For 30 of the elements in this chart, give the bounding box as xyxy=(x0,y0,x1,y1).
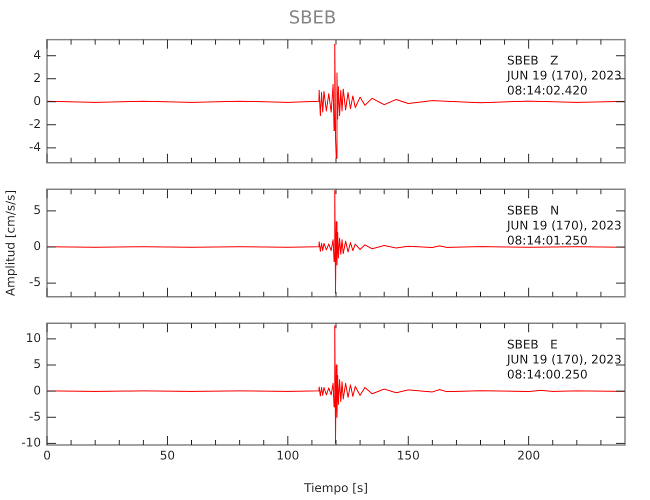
y-tick-label: -4 xyxy=(29,140,41,154)
y-tick-label: -2 xyxy=(29,116,41,131)
y-tick-label: 0 xyxy=(33,383,41,398)
y-tick-label: 4 xyxy=(33,48,41,62)
annotation: 08:14:02.420 xyxy=(507,84,588,98)
y-tick-label: 5 xyxy=(33,202,41,217)
x-tick-label: 100 xyxy=(276,448,300,462)
x-tick-label: 150 xyxy=(396,448,420,462)
y-tick-label: 10 xyxy=(26,331,41,346)
annotation: 08:14:00.250 xyxy=(507,367,588,382)
annotation: SBEB Z xyxy=(507,54,558,68)
y-tick-label: -10 xyxy=(21,436,41,450)
y-tick-label: -5 xyxy=(29,275,41,290)
y-tick-label: 0 xyxy=(33,94,41,108)
annotation: JUN 19 (170), 2023 xyxy=(506,352,622,366)
x-tick-label: 0 xyxy=(43,448,51,462)
annotation: SBEB N xyxy=(507,203,560,218)
x-axis-title: Tiempo [s] xyxy=(303,480,368,495)
chart-title: SBEB xyxy=(288,7,336,28)
x-tick-label: 50 xyxy=(160,448,176,462)
annotation: SBEB E xyxy=(507,337,558,352)
annotation: 08:14:01.250 xyxy=(507,233,588,248)
x-tick-label: 200 xyxy=(517,448,540,462)
y-tick-label: 5 xyxy=(33,357,41,372)
y-tick-label: 2 xyxy=(33,70,41,85)
y-axis-title: Amplitud [cm/s/s] xyxy=(3,190,18,296)
y-tick-label: 0 xyxy=(33,239,41,254)
annotation: JUN 19 (170), 2023 xyxy=(506,218,622,232)
annotation: JUN 19 (170), 2023 xyxy=(506,68,622,83)
y-tick-label: -5 xyxy=(29,409,41,424)
